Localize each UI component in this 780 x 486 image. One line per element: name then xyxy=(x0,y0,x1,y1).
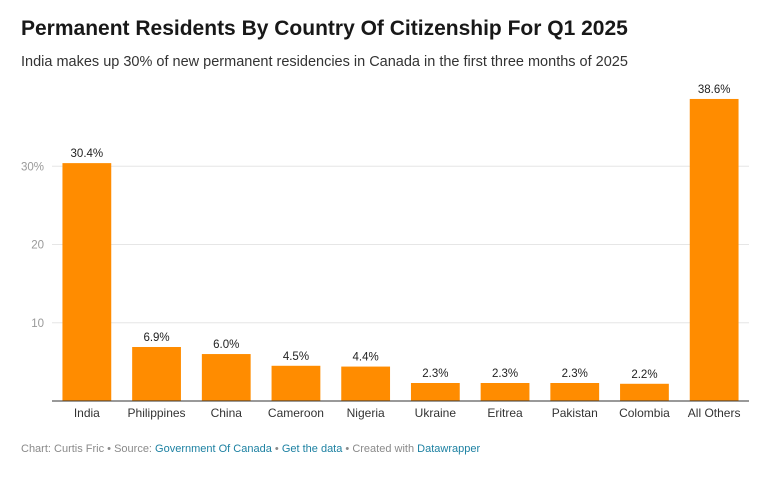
bar xyxy=(550,383,600,401)
source-link[interactable]: Government Of Canada xyxy=(155,443,272,455)
get-data-link[interactable]: Get the data xyxy=(281,443,343,455)
footer-created-with: • Created with xyxy=(342,443,418,455)
y-tick-label: 20 xyxy=(31,240,44,252)
bar xyxy=(132,347,181,401)
y-tick-label: 10 xyxy=(31,318,44,330)
x-tick-label: Pakistan xyxy=(552,406,598,420)
bar xyxy=(271,365,321,401)
x-tick-label: Cameroon xyxy=(268,406,324,420)
x-tick-label: All Others xyxy=(688,406,741,420)
x-tick-label: China xyxy=(211,406,243,420)
bar xyxy=(62,163,112,401)
bar xyxy=(689,98,739,401)
x-tick-label: India xyxy=(74,406,100,420)
x-tick-label: Eritrea xyxy=(487,406,523,420)
footer-credit: Chart: Curtis Fric • Source: xyxy=(21,443,156,455)
bar-value-label: 6.9% xyxy=(143,332,169,344)
bar-value-label: 2.3% xyxy=(422,368,448,380)
bar xyxy=(480,383,530,401)
bar-value-label: 4.5% xyxy=(283,351,309,363)
bar-value-label: 2.3% xyxy=(492,368,518,380)
bar-value-label: 6.0% xyxy=(213,339,239,351)
x-tick-label: Ukraine xyxy=(415,406,457,420)
bar xyxy=(620,383,669,401)
bar xyxy=(341,366,391,401)
x-tick-label: Nigeria xyxy=(347,406,385,420)
bar-value-label: 4.4% xyxy=(353,352,379,364)
bar-value-label: 38.6% xyxy=(698,84,731,96)
x-tick-label: Colombia xyxy=(619,406,670,420)
bar-value-label: 2.2% xyxy=(631,369,657,381)
bar xyxy=(410,383,460,401)
bar-value-label: 2.3% xyxy=(562,368,588,380)
x-tick-label: Philippines xyxy=(128,406,186,420)
chart-footer: Chart: Curtis Fric • Source: Government … xyxy=(21,443,480,455)
chart-subtitle: India makes up 30% of new permanent resi… xyxy=(21,54,628,70)
footer-separator: • xyxy=(271,443,282,455)
bar xyxy=(201,354,251,401)
datawrapper-link[interactable]: Datawrapper xyxy=(417,443,481,455)
bar-value-label: 30.4% xyxy=(71,148,104,160)
chart-title: Permanent Residents By Country Of Citize… xyxy=(21,17,628,40)
y-tick-label: 30% xyxy=(21,161,44,173)
